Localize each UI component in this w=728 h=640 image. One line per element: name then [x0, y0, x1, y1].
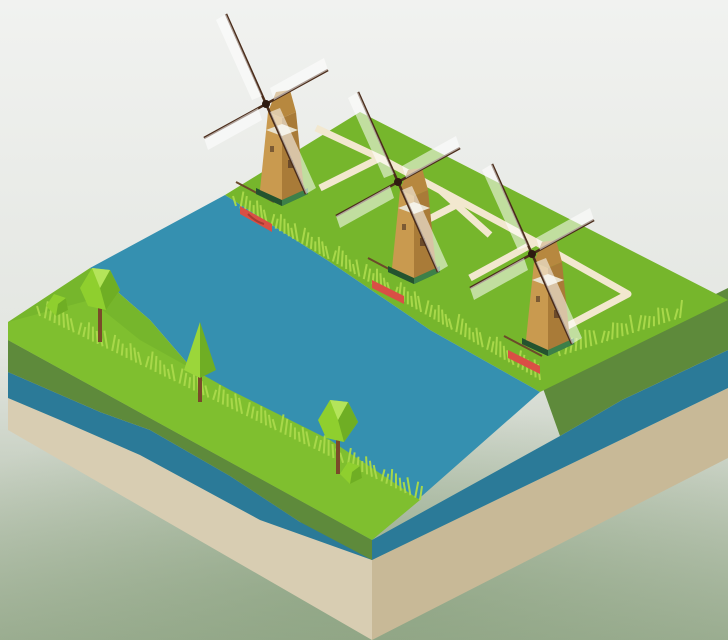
- water-left-side: [8, 372, 372, 560]
- bank-top-lower: [8, 300, 420, 540]
- windmill-3: [469, 163, 595, 356]
- bush-1: [46, 294, 68, 316]
- river-top: [90, 195, 540, 540]
- tree-1: [80, 268, 120, 342]
- soil-right-side: [372, 388, 728, 640]
- bridge-1: [240, 206, 272, 232]
- bridge-2: [372, 280, 404, 304]
- field-top: [225, 112, 728, 392]
- reeds: [36, 191, 683, 501]
- windmill-2: [335, 91, 461, 284]
- grass-left-side: [8, 340, 372, 560]
- tree-2: [184, 322, 216, 402]
- windmill-1: [203, 13, 329, 206]
- bush-2: [340, 462, 362, 484]
- bridge-3: [508, 350, 540, 374]
- water-right-side: [372, 350, 728, 560]
- grass-right-side-front: [540, 288, 728, 436]
- tree-3: [318, 400, 358, 474]
